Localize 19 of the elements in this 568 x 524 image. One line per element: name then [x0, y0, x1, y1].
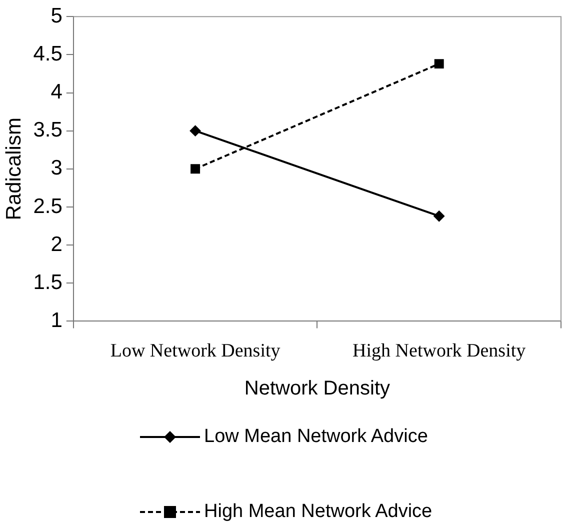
legend-label: Low Mean Network Advice	[204, 426, 428, 448]
x-tick-label: High Network Density	[352, 340, 526, 362]
x-axis-title: Network Density	[244, 378, 390, 400]
y-tick-label: 5	[50, 4, 62, 28]
y-tick-label: 1.5	[33, 270, 62, 294]
y-tick-label: 4.5	[33, 42, 62, 66]
y-tick-label: 1	[50, 308, 62, 332]
y-tick-label: 3	[50, 156, 62, 180]
y-axis-title: Radicalism	[2, 118, 26, 220]
y-tick-label: 2.5	[33, 194, 62, 218]
y-tick-label: 2	[50, 232, 62, 256]
legend-label: High Mean Network Advice	[204, 501, 432, 523]
y-tick-label: 4	[50, 80, 63, 104]
point	[190, 164, 200, 174]
point	[434, 59, 444, 69]
point	[190, 125, 201, 136]
point	[434, 210, 445, 222]
x-tick-label: Low Network Density	[110, 340, 281, 362]
y-tick-label: 3.5	[33, 118, 62, 142]
